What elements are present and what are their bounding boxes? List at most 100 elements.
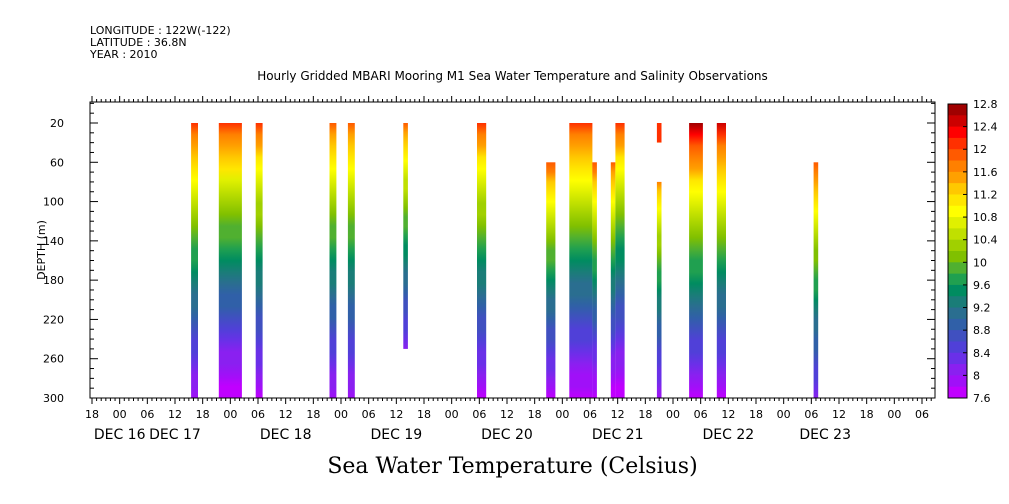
colorbar-swatch (948, 104, 967, 116)
x-tick-label: 18 (528, 408, 542, 421)
colorbar-swatch (948, 375, 967, 388)
x-tick-label: 12 (389, 408, 403, 421)
bottom-title: Sea Water Temperature (Celsius) (327, 454, 698, 479)
x-tick-label: 06 (140, 408, 154, 421)
latitude-label: LATITUDE : 36.8N (90, 36, 187, 49)
colorbar-swatch (948, 217, 967, 229)
colorbar-label: 8 (973, 369, 980, 382)
colorbar-swatch (948, 330, 967, 342)
data-segment (218, 123, 242, 398)
data-segment (689, 123, 703, 398)
x-tick-label: 00 (223, 408, 237, 421)
x-tick-label: 06 (362, 408, 376, 421)
colorbar-swatch (948, 171, 967, 184)
data-segment (813, 162, 819, 398)
colorbar-label: 12 (973, 143, 987, 156)
colorbar-label: 8.8 (973, 324, 991, 337)
data-segment (329, 123, 337, 398)
colorbar-label: 10 (973, 256, 987, 269)
x-tick-label: 06 (583, 408, 597, 421)
colorbar-swatch (948, 228, 967, 241)
colorbar-swatch (948, 205, 967, 218)
colorbar-swatch (948, 273, 967, 286)
x-tick-label: 00 (666, 408, 680, 421)
colorbar-swatch (948, 149, 967, 162)
colorbar-label: 11.6 (973, 166, 998, 179)
colorbar-swatch (948, 307, 967, 320)
colorbar: 12.8 12.4 12 11.6 11.2 10.8 10.4 10 9.6 9.2 8.8 8.4… (947, 98, 998, 405)
x-date-label: DEC 17 (149, 427, 201, 443)
colorbar-label: 11.2 (973, 188, 998, 201)
y-tick-label: 260 (43, 353, 64, 366)
data-segment (656, 181, 662, 398)
colorbar-label: 10.8 (973, 211, 998, 224)
data-segment (610, 162, 616, 398)
x-tick-label: 00 (334, 408, 348, 421)
x-date-label: DEC 18 (260, 427, 312, 443)
x-date-label: DEC 16 (94, 427, 146, 443)
x-tick-label: 18 (749, 408, 763, 421)
x-tick-label: 18 (417, 408, 431, 421)
colorbar-swatch (948, 296, 967, 309)
y-tick-label: 60 (50, 156, 64, 169)
colorbar-swatch (948, 239, 967, 252)
data-segment (403, 123, 408, 349)
colorbar-swatch (948, 284, 967, 297)
colorbar-swatch (948, 318, 967, 331)
axis-ticks (90, 96, 935, 404)
colorbar-swatch (948, 126, 967, 139)
longitude-label: LONGITUDE : 122W(-122) (90, 24, 231, 37)
year-label: YEAR : 2010 (90, 48, 158, 61)
colorbar-swatch (948, 115, 967, 128)
data-segment (716, 123, 726, 398)
x-tick-label: 00 (113, 408, 127, 421)
colorbar-label: 9.6 (973, 279, 991, 292)
y-tick-label: 100 (43, 196, 64, 209)
colorbar-swatch (948, 194, 967, 207)
plot-frame (89, 101, 936, 399)
data-segment (191, 123, 198, 398)
data-segment (477, 123, 487, 398)
colorbar-swatch (948, 341, 967, 354)
y-tick-label: 180 (43, 274, 64, 287)
x-tick-label: 00 (555, 408, 569, 421)
colorbar-label: 8.4 (973, 347, 991, 360)
data-segment (569, 123, 593, 398)
x-tick-label: 12 (279, 408, 293, 421)
x-tick-label: 18 (860, 408, 874, 421)
x-tick-label: 12 (832, 408, 846, 421)
colorbar-label: 12.4 (973, 121, 998, 134)
y-tick-label: 300 (43, 392, 64, 405)
data-segment (255, 123, 263, 398)
colorbar-label: 12.8 (973, 98, 998, 111)
axis-labels: 20 60 100 140 180 220 260 300 18 00 06 12 18 00 06 12 18… (43, 117, 929, 443)
y-tick-label: 20 (50, 117, 64, 130)
data-segment (615, 123, 625, 398)
colorbar-swatch (948, 183, 967, 195)
x-tick-label: 06 (915, 408, 929, 421)
colorbar-swatch (948, 137, 967, 150)
x-tick-label: 18 (85, 408, 99, 421)
x-tick-label: 12 (168, 408, 182, 421)
x-tick-label: 00 (445, 408, 459, 421)
x-date-label: DEC 21 (592, 427, 644, 443)
colorbar-swatch (948, 160, 967, 173)
colorbar-frame (947, 103, 968, 399)
x-tick-label: 06 (251, 408, 265, 421)
y-tick-label: 220 (43, 313, 64, 326)
colorbar-label: 10.4 (973, 234, 998, 247)
colorbar-label: 7.6 (973, 392, 991, 405)
data-segment (656, 123, 662, 143)
colorbar-label: 9.2 (973, 302, 991, 315)
x-tick-label: 12 (500, 408, 514, 421)
x-tick-label: 00 (887, 408, 901, 421)
y-tick-label: 140 (43, 235, 64, 248)
colorbar-swatch (948, 352, 967, 365)
x-tick-label: 18 (638, 408, 652, 421)
x-tick-label: 00 (777, 408, 791, 421)
colorbar-swatch (948, 386, 967, 399)
colorbar-swatch (948, 364, 967, 376)
x-date-label: DEC 22 (702, 427, 754, 443)
temperature-heatmap: 20 60 100 140 180 220 260 300 18 00 06 12 18 00 06 12 18… (35, 96, 998, 443)
x-tick-label: 18 (196, 408, 210, 421)
